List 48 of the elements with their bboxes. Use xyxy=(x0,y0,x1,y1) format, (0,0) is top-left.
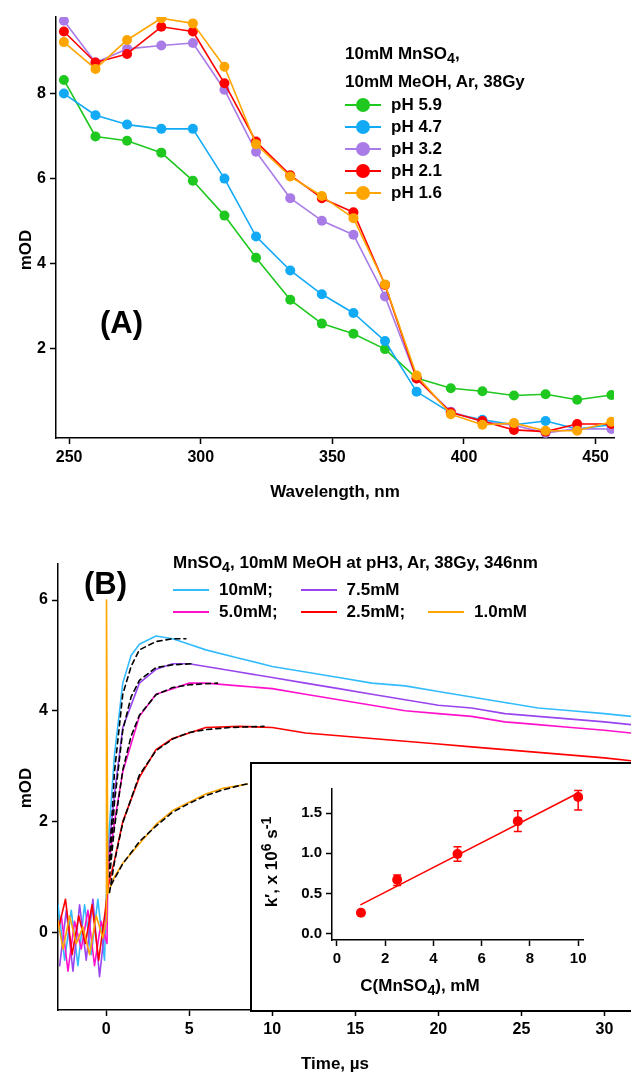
legend-label: pH 5.9 xyxy=(391,95,443,116)
y-tick-label: 1.5 xyxy=(301,803,322,821)
annotation: (B) xyxy=(84,566,128,602)
legend-label: pH 1.6 xyxy=(391,183,443,204)
x-tick-label: 2 xyxy=(380,949,390,967)
x-axis-title: Time, µs xyxy=(300,1054,370,1074)
x-tick-label: 10 xyxy=(263,1020,282,1038)
x-axis-title: C(MnSO$_{4}$), mM xyxy=(360,976,480,999)
y-tick-label: 6 xyxy=(37,169,47,186)
y-tick-label: 4 xyxy=(39,701,49,719)
legend-label: pH 4.7 xyxy=(391,117,443,138)
x-tick-label: 30 xyxy=(595,1020,614,1038)
x-tick-label: 300 xyxy=(187,448,215,466)
x-axis-title: Wavelength, nm xyxy=(270,482,400,502)
x-tick-label: 8 xyxy=(525,949,535,967)
x-tick-label: 0 xyxy=(101,1020,111,1038)
legend-label: 10mM; xyxy=(219,580,273,601)
x-tick-label: 4 xyxy=(429,949,439,967)
y-axis-title: mOD xyxy=(16,229,36,271)
y-tick-label: 4 xyxy=(37,254,47,272)
legend-title: MnSO$_{4}$, 10mM MeOH at pH3, Ar, 38Gy, 346nm xyxy=(173,552,538,578)
y-tick-label: 2 xyxy=(37,339,47,357)
legend-label: 7.5mM xyxy=(346,580,400,601)
x-tick-label: 20 xyxy=(429,1020,448,1038)
legend-label: 1.0mM xyxy=(474,602,528,623)
x-tick-label: 6 xyxy=(477,949,486,967)
x-tick-label: 0 xyxy=(332,949,341,967)
y-tick-label: 0.0 xyxy=(301,923,322,941)
annotation: (A) xyxy=(100,305,144,341)
x-tick-label: 450 xyxy=(582,448,610,466)
y-tick-label: 8 xyxy=(37,83,47,101)
legend-label: pH 2.1 xyxy=(391,161,443,182)
x-tick-label: 350 xyxy=(319,448,346,466)
y-tick-label: 1.0 xyxy=(301,843,322,861)
legend-label: 5.0mM; xyxy=(219,602,278,623)
y-tick-label: 0.5 xyxy=(301,883,322,901)
x-tick-label: 250 xyxy=(55,448,83,466)
x-tick-label: 15 xyxy=(346,1020,365,1038)
legend-label: pH 3.2 xyxy=(391,139,443,160)
x-tick-label: 400 xyxy=(450,448,478,466)
legend-label: 2.5mM; xyxy=(346,602,406,623)
x-tick-label: 25 xyxy=(512,1020,531,1038)
y-tick-label: 0 xyxy=(39,922,49,940)
y-tick-label: 2 xyxy=(39,812,49,830)
y-tick-label: 6 xyxy=(39,590,49,608)
x-tick-label: 10 xyxy=(569,949,587,967)
x-tick-label: 5 xyxy=(184,1020,194,1038)
y-axis-title: mOD xyxy=(16,767,36,809)
